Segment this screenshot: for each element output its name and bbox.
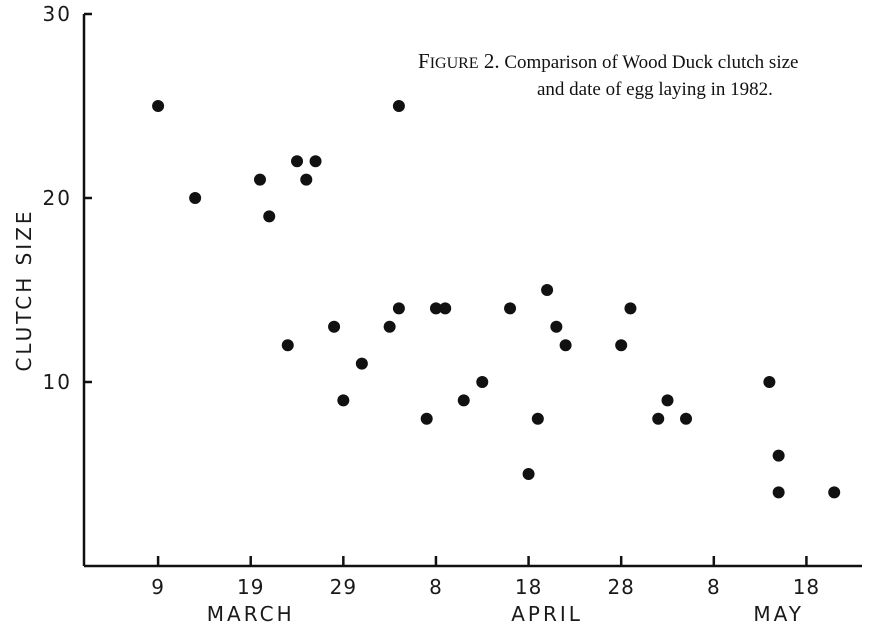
- y-tick-label: 10: [43, 370, 72, 394]
- data-point: [624, 302, 637, 315]
- data-point: [772, 486, 785, 499]
- data-point: [457, 394, 470, 407]
- data-point: [828, 486, 841, 499]
- data-point: [309, 155, 322, 168]
- caption-figure-label: FIGURE 2.: [418, 49, 500, 73]
- x-tick-label: 9: [151, 575, 165, 599]
- month-label: MARCH: [207, 602, 295, 626]
- month-labels: MARCH APRIL MAY: [207, 602, 804, 626]
- data-point: [652, 412, 665, 425]
- x-tick-label: 19: [237, 575, 264, 599]
- data-point: [550, 320, 563, 333]
- chart-axes: [82, 14, 862, 568]
- data-point: [189, 192, 202, 204]
- y-ticks: 10 20 30: [43, 2, 92, 394]
- data-point: [439, 302, 452, 315]
- caption-line-2: and date of egg laying in 1982.: [537, 79, 773, 100]
- data-point: [263, 210, 276, 223]
- data-point: [763, 376, 776, 388]
- caption-figure-number: 2.: [483, 49, 500, 73]
- caption-figure-initial: F: [418, 49, 430, 73]
- month-label: MAY: [753, 602, 804, 626]
- x-tick-label: 28: [607, 575, 634, 599]
- data-point: [522, 468, 535, 480]
- data-point: [661, 394, 674, 407]
- data-point: [541, 284, 554, 296]
- month-label: APRIL: [511, 602, 583, 626]
- y-tick-label: 20: [43, 186, 72, 210]
- caption-figure-rest: IGURE: [429, 55, 479, 72]
- data-point: [281, 339, 294, 352]
- data-point: [429, 302, 442, 315]
- data-point: [300, 173, 313, 186]
- data-point: [615, 339, 628, 352]
- data-point: [383, 320, 396, 333]
- x-tick-label: 8: [429, 575, 443, 599]
- data-point: [531, 412, 544, 425]
- x-tick-label: 29: [330, 575, 357, 599]
- data-point: [253, 173, 266, 186]
- data-point: [420, 412, 433, 425]
- data-point: [355, 357, 368, 370]
- data-point: [504, 302, 517, 315]
- data-point: [680, 412, 693, 425]
- x-ticks: 9 19 29 8 18 28 8 18: [151, 556, 820, 599]
- y-axis-label: CLUTCH SIZE: [12, 208, 36, 371]
- figure-caption: FIGURE 2. Comparison of Wood Duck clutch…: [418, 48, 880, 103]
- x-tick-label: 8: [707, 575, 721, 599]
- data-point: [772, 449, 785, 462]
- x-tick-label: 18: [793, 575, 820, 599]
- data-point: [337, 394, 350, 407]
- data-point: [476, 376, 489, 388]
- data-point: [392, 100, 405, 112]
- data-point: [559, 339, 572, 352]
- caption-line-1: Comparison of Wood Duck clutch size: [504, 52, 799, 73]
- data-points: [152, 100, 841, 499]
- data-point: [392, 302, 405, 315]
- data-point: [152, 100, 165, 112]
- y-tick-label: 30: [43, 2, 72, 26]
- data-point: [291, 155, 304, 168]
- x-tick-label: 18: [515, 575, 542, 599]
- data-point: [328, 320, 341, 333]
